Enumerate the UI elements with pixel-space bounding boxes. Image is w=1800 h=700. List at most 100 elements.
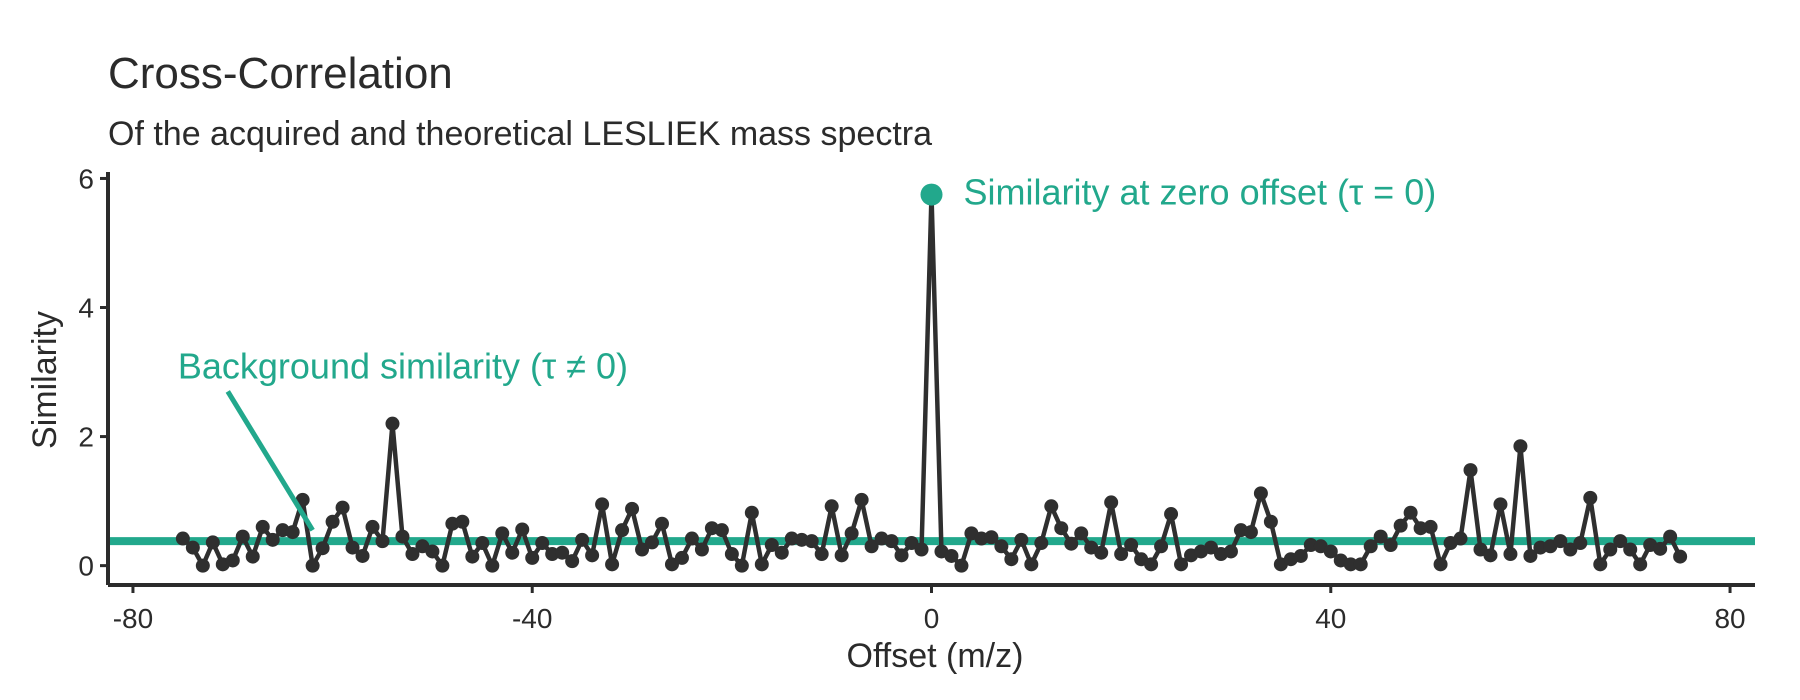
data-point [904,536,919,551]
data-point [575,532,590,547]
data-point [505,545,520,560]
data-point [195,558,210,573]
data-point [1613,534,1628,549]
data-point [345,540,360,555]
data-point [1094,545,1109,560]
y-axis-title: Similarity [26,311,64,449]
data-point [225,553,240,568]
data-point [834,548,849,563]
data-point [1423,519,1438,534]
data-point [325,514,340,529]
data-point [1453,531,1468,546]
data-point [635,542,650,557]
data-point [1603,542,1618,557]
data-point [1573,536,1588,551]
data-point [684,531,699,546]
data-point [754,557,769,572]
data-point [535,536,550,551]
data-point [884,534,899,549]
data-point [1463,463,1478,478]
data-point [425,544,440,559]
data-point [1513,439,1528,454]
chart-subtitle: Of the acquired and theoretical LESLIEK … [108,115,932,153]
data-point [914,542,929,557]
data-point [555,545,570,560]
data-point [1024,557,1039,572]
peak-annotation: Similarity at zero offset (τ = 0) [964,172,1437,213]
data-point [804,534,819,549]
x-tick-label: 80 [1714,603,1745,634]
data-point [1663,529,1678,544]
data-point [235,529,250,544]
data-point [824,499,839,514]
data-point [1403,505,1418,520]
data-point [1174,557,1189,572]
data-point [654,516,669,531]
data-point [864,539,879,554]
peak-highlight-point [920,183,943,206]
data-point [465,549,480,564]
data-point [625,501,640,516]
data-point [1054,521,1069,536]
data-point [605,557,620,572]
data-point [615,523,630,538]
data-point [1593,557,1608,572]
data-point [455,514,470,529]
data-point [1104,495,1119,510]
data-point [1673,549,1688,564]
data-point [1064,536,1079,551]
data-point [1563,542,1578,557]
data-point [1623,542,1638,557]
data-point [1004,552,1019,567]
data-point [954,558,969,573]
data-point [1223,544,1238,559]
data-point [1014,532,1029,547]
data-point [525,550,540,565]
data-point [694,542,709,557]
x-tick-label: 40 [1315,603,1346,634]
data-point [1393,518,1408,533]
data-point [1433,557,1448,572]
data-point [375,534,390,549]
data-point [495,526,510,541]
data-point [475,536,490,551]
data-point [944,548,959,563]
data-point [1263,514,1278,529]
data-point [1124,537,1139,552]
data-point [1253,486,1268,501]
data-point [395,529,410,544]
data-point [674,550,689,565]
points-layer [175,187,1688,573]
y-tick-label: 2 [78,422,94,453]
data-point [1203,540,1218,555]
data-point [1114,547,1129,562]
data-point [984,530,999,545]
data-point [385,416,400,431]
data-point [255,519,270,534]
y-tick-label: 4 [78,293,94,324]
data-point [1293,548,1308,563]
data-point [744,505,759,520]
data-point [1154,539,1169,554]
data-point [1553,534,1568,549]
y-tick-label: 6 [78,163,94,194]
data-point [595,497,610,512]
data-point [1144,557,1159,572]
data-point [485,558,500,573]
x-tick-label: 0 [924,603,940,634]
data-point [664,557,679,572]
data-point [714,523,729,538]
data-point [315,541,330,556]
data-point [1503,547,1518,562]
data-point [1034,536,1049,551]
data-point [355,548,370,563]
data-point [515,522,530,537]
data-point [854,492,869,507]
data-point [1633,557,1648,572]
x-tick-label: -40 [512,603,552,634]
data-point [994,539,1009,554]
data-point [335,500,350,515]
data-point [1343,557,1358,572]
